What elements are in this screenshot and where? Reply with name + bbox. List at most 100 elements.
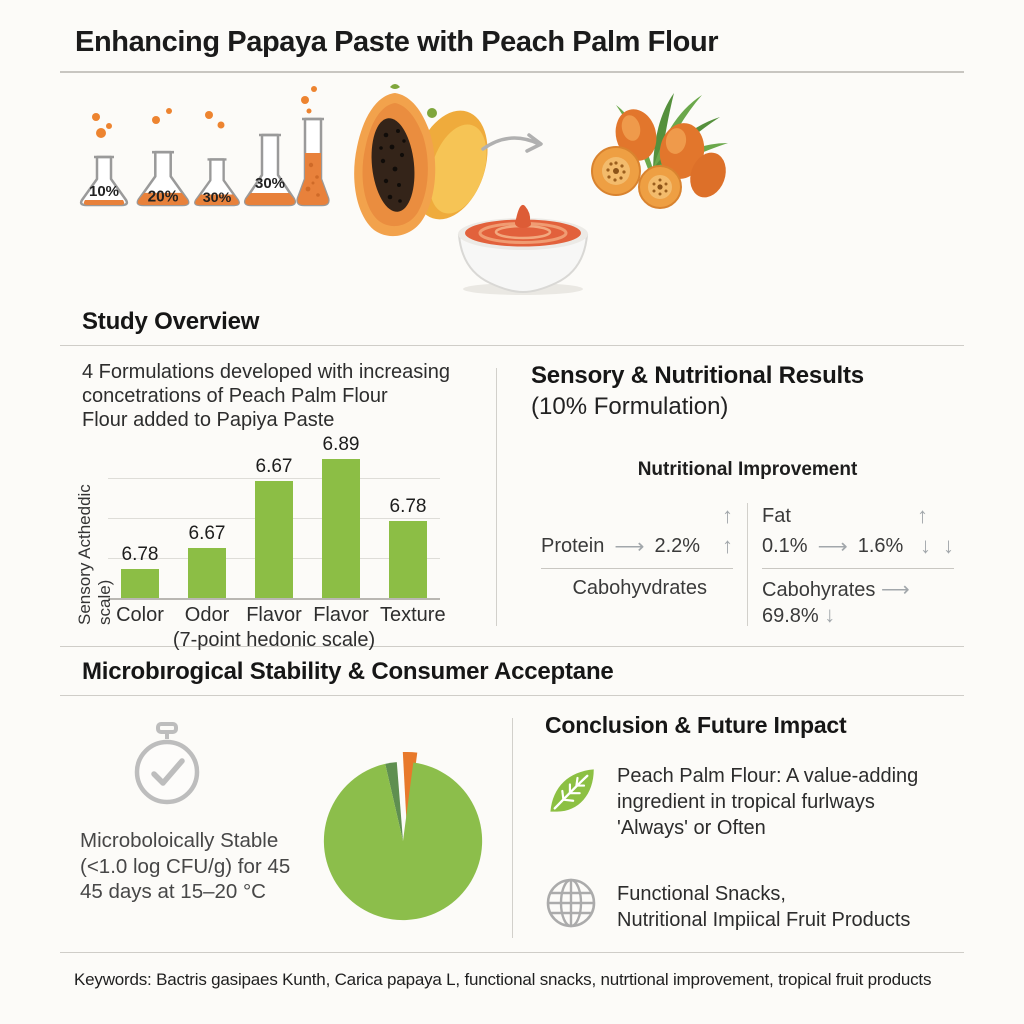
- fat-label: Fat: [762, 504, 791, 527]
- pie-chart: [323, 751, 483, 921]
- bar-value-label: 6.78: [389, 496, 427, 517]
- carbohydrates-left-label: Cabohyvdrates: [572, 577, 707, 599]
- bar: [121, 569, 159, 598]
- stability-line: (<1.0 log CFU/g) for 45: [80, 854, 291, 878]
- flask-label: 30%: [203, 190, 232, 206]
- bar-chart-xlabel: (7-point hedonic scale): [172, 629, 376, 651]
- study-overview-heading: Study Overview: [82, 308, 260, 335]
- flask-icon: 30%: [194, 158, 240, 207]
- study-divider: [60, 345, 964, 346]
- bar: [322, 459, 360, 598]
- fat-to-value: 1.6%: [857, 534, 904, 557]
- carbohydrates-right-row: Cabohyrates ⟶ 69.8% ↓: [762, 577, 954, 628]
- study-left-column: 4 Formulations developed with increasing…: [60, 346, 496, 651]
- conclusion-line: 'Always' or Often: [617, 817, 766, 839]
- right-arrow-icon: ⟶: [880, 579, 910, 601]
- hero-illustration-svg: 10% 20% 30% 30%: [79, 84, 728, 295]
- bottom-vertical-divider: [512, 718, 513, 938]
- protein-value: 2.2%: [654, 534, 701, 557]
- bar-column: 6.89: [313, 434, 369, 598]
- hero-illustration: 10% 20% 30% 30%: [60, 73, 964, 297]
- conclusion-line: Peach Palm Flour: A value-adding: [617, 765, 919, 787]
- right-arrow-icon: ⟶: [614, 534, 645, 558]
- right-arrow-icon: ⟶: [817, 534, 848, 558]
- conclusion-item-text: Peach Palm Flour: A value-adding ingredi…: [617, 763, 918, 841]
- bowl-illustration: [457, 204, 589, 295]
- bar-category-label: Color: [116, 604, 164, 626]
- stability-line: 45 days at 15–20 °C: [80, 880, 266, 904]
- down-arrow-icon: ↓: [824, 602, 836, 627]
- bottom-section: Microboloically Stable (<1.0 log CFU/g) …: [60, 696, 964, 952]
- study-vertical-divider: [496, 368, 497, 626]
- bar: [188, 548, 226, 598]
- nutrition-panel: ↑ Protein ⟶ 2.2% ↑ Cabohyvdrates Fat: [531, 501, 964, 628]
- keywords-line: Keywords: Bactris gasipaes Kunth, Carica…: [74, 970, 932, 989]
- pie-chart-wrap: [312, 706, 494, 952]
- nutrition-divider: [747, 503, 748, 626]
- up-arrow-icon: ↑: [722, 533, 733, 558]
- bar: [389, 521, 427, 598]
- conclusion-column: Conclusion & Future Impact Peach Palm Fl…: [513, 696, 964, 952]
- title-divider: [60, 71, 964, 73]
- micro-heading: Microbırogical Stability & Consumer Acce…: [82, 658, 614, 685]
- bar-category-label: Flavor: [313, 604, 369, 626]
- flask-label: 30%: [255, 175, 285, 192]
- page-title: Enhancing Papaya Paste with Peach Palm F…: [75, 26, 719, 58]
- flask-label: 20%: [148, 189, 179, 206]
- right-arrow-icon: [481, 133, 543, 153]
- conclusion-item: Peach Palm Flour: A value-adding ingredi…: [545, 763, 964, 841]
- conclusion-line: ingredient in tropical furlways: [617, 791, 875, 813]
- conclusion-item-text: Functional Snacks, Nutritional Impiical …: [617, 875, 910, 934]
- conclusion-item: Functional Snacks, Nutritional Impiical …: [545, 875, 964, 934]
- stability-line: Microboloically Stable: [80, 829, 279, 852]
- fat-block: Fat ↑ 0.1% ⟶ 1.6% ↓ ↓: [752, 501, 964, 628]
- bar-chart-xlabels: Color Odor Flavor Flavor Texture: [108, 604, 446, 627]
- protein-block: ↑ Protein ⟶ 2.2% ↑ Cabohyvdrates: [531, 501, 743, 628]
- bar-value-label: 6.67: [255, 456, 293, 477]
- infographic-page: Enhancing Papaya Paste with Peach Palm F…: [60, 26, 964, 989]
- bar: [255, 481, 293, 598]
- study-description-line: Flour added to Papiya Paste: [82, 409, 335, 431]
- results-subheading: (10% Formulation): [531, 393, 729, 420]
- up-arrow-icon: ↑: [722, 503, 733, 528]
- check-icon: [151, 758, 185, 786]
- flask-label: 10%: [89, 183, 119, 200]
- stability-column: Microboloically Stable (<1.0 log CFU/g) …: [60, 696, 512, 952]
- globe-icon: [546, 878, 596, 928]
- results-column: Sensory & Nutritional Results (10% Formu…: [497, 346, 964, 646]
- pie-slice-minor-dark-green: [385, 762, 403, 841]
- conclusion-line: Nutritional Impiical Fruit Products: [617, 909, 911, 931]
- up-arrow-icon: ↑: [917, 503, 928, 528]
- stability-text: Microboloically Stable (<1.0 log CFU/g) …: [80, 828, 312, 905]
- flask-icon: 30%: [243, 133, 297, 207]
- bar-category-label: Flavor: [246, 604, 302, 626]
- leaf-icon: [550, 769, 594, 812]
- bar-value-label: 6.78: [121, 544, 159, 565]
- study-description: 4 Formulations developed with increasing…: [82, 360, 496, 432]
- keywords-divider: [60, 952, 964, 953]
- bar-column: 6.78: [112, 544, 168, 598]
- nutritional-improvement-title: Nutritional Improvement: [637, 459, 858, 480]
- carbohydrates-right-label: Cabohyrates: [762, 579, 876, 601]
- bar-value-label: 6.67: [188, 523, 226, 544]
- peach-palm-illustration: [591, 93, 728, 209]
- down-arrow-icon: ↓: [943, 533, 954, 558]
- fat-from-value: 0.1%: [762, 534, 808, 557]
- bar-chart-plot: 6.78 6.67 6.67 6.89 6.78: [108, 434, 440, 600]
- bar-category-label: Texture: [380, 604, 446, 626]
- down-arrow-icon: ↓: [920, 533, 931, 558]
- stability-block: Microboloically Stable (<1.0 log CFU/g) …: [60, 706, 312, 952]
- conclusion-line: Functional Snacks,: [617, 883, 786, 905]
- protein-underline: [541, 568, 733, 569]
- bar-chart-ylabel: Sensory Actheddic scale): [75, 484, 114, 625]
- bubbles-icon: [92, 86, 317, 138]
- mid-divider: [60, 646, 964, 647]
- carbohydrates-right-value: 69.8%: [762, 605, 819, 627]
- sensory-bar-chart: Sensory Actheddic scale) 6.78 6.67 6.67 6.8…: [75, 434, 496, 652]
- results-heading: Sensory & Nutritional Results: [531, 362, 864, 389]
- protein-label: Protein: [541, 534, 605, 557]
- bar-column: 6.78: [380, 496, 436, 598]
- conclusion-heading: Conclusion & Future Impact: [545, 712, 847, 738]
- bar-column: 6.67: [179, 523, 235, 598]
- bar-value-label: 6.89: [322, 434, 360, 455]
